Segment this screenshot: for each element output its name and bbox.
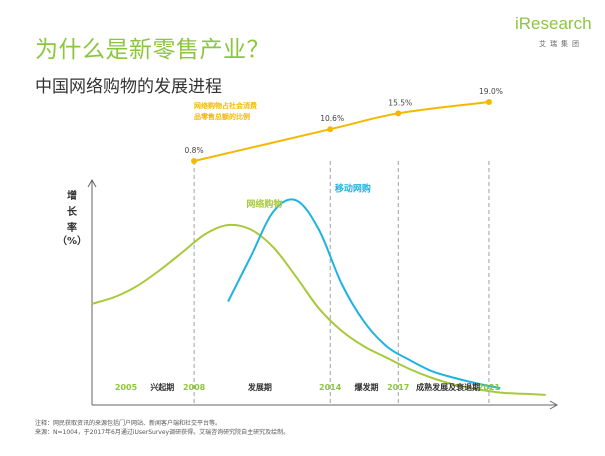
y-axis-label-char: 增 [67,189,77,202]
footnote-source: 来源：N=1004，于2017年6月通过iUserSurvey调研获得。艾瑞咨询… [35,429,290,436]
y-axis-label-char: （%） [57,234,87,247]
phase-label: 发展期 [247,382,272,392]
phase-label: 爆发期 [354,382,378,392]
penetration-point-2017 [395,110,402,117]
y-axis-label-char: 率 [67,221,77,234]
year-label-2021: 2021 [478,383,501,392]
penetration-point-2008 [191,158,198,164]
year-label-2017: 2017 [387,383,409,392]
footnotes: 注释：网民获取资讯的来源包括门户网站、新闻客户端和社交平台等。 来源：N=100… [35,419,289,437]
chart-axes: 增长率（%） [57,178,559,410]
year-label-2008: 2008 [183,383,206,392]
page-subtitle: 中国网络购物的发展进程 [35,77,222,97]
mobile-shopping-label: 移动网购 [335,182,371,194]
phase-label: 兴起期 [150,382,174,392]
year-label-2005: 2005 [115,383,138,392]
y-axis-label-char: 长 [67,205,78,218]
online-shopping-line [91,223,546,396]
chart-labels: 网络购物 移动网购 2005 2008 2014 2017 2021 兴起期 发展期 爆发期 成熟发… [115,182,501,392]
y-axis-arrow [87,178,97,188]
online-shopping-label: 网络购物 [246,198,282,210]
iresearch-logo: iResearch 艾瑞集团 [515,14,595,54]
phase-label: 成熟发展及衰退期 [416,382,480,392]
penetration-line [193,101,490,162]
penetration-point-2014 [327,126,334,133]
mobile-shopping-line [227,198,501,390]
penetration-value-label: 10.6% [320,114,344,123]
penetration-legend-line: 网络购物占社会消费 [194,101,257,110]
penetration-value-label: 0.8% [185,146,204,155]
year-label-2014: 2014 [319,383,342,392]
penetration-point-2021 [485,99,492,105]
logo-wordmark: iResearch [515,14,592,33]
penetration-value-label: 19.0% [479,87,503,96]
penetration-legend-line: 品零售总额的比例 [194,112,250,121]
page-title: 为什么是新零售产业？ [35,37,270,63]
penetration-value-label: 15.5% [388,98,412,107]
series-layer [91,198,546,396]
logo-subtitle: 艾瑞集团 [539,40,583,48]
footnote-note: 注释：网民获取资讯的来源包括门户网站、新闻客户端和社交平台等。 [35,420,222,427]
x-axis-arrow [549,400,559,410]
